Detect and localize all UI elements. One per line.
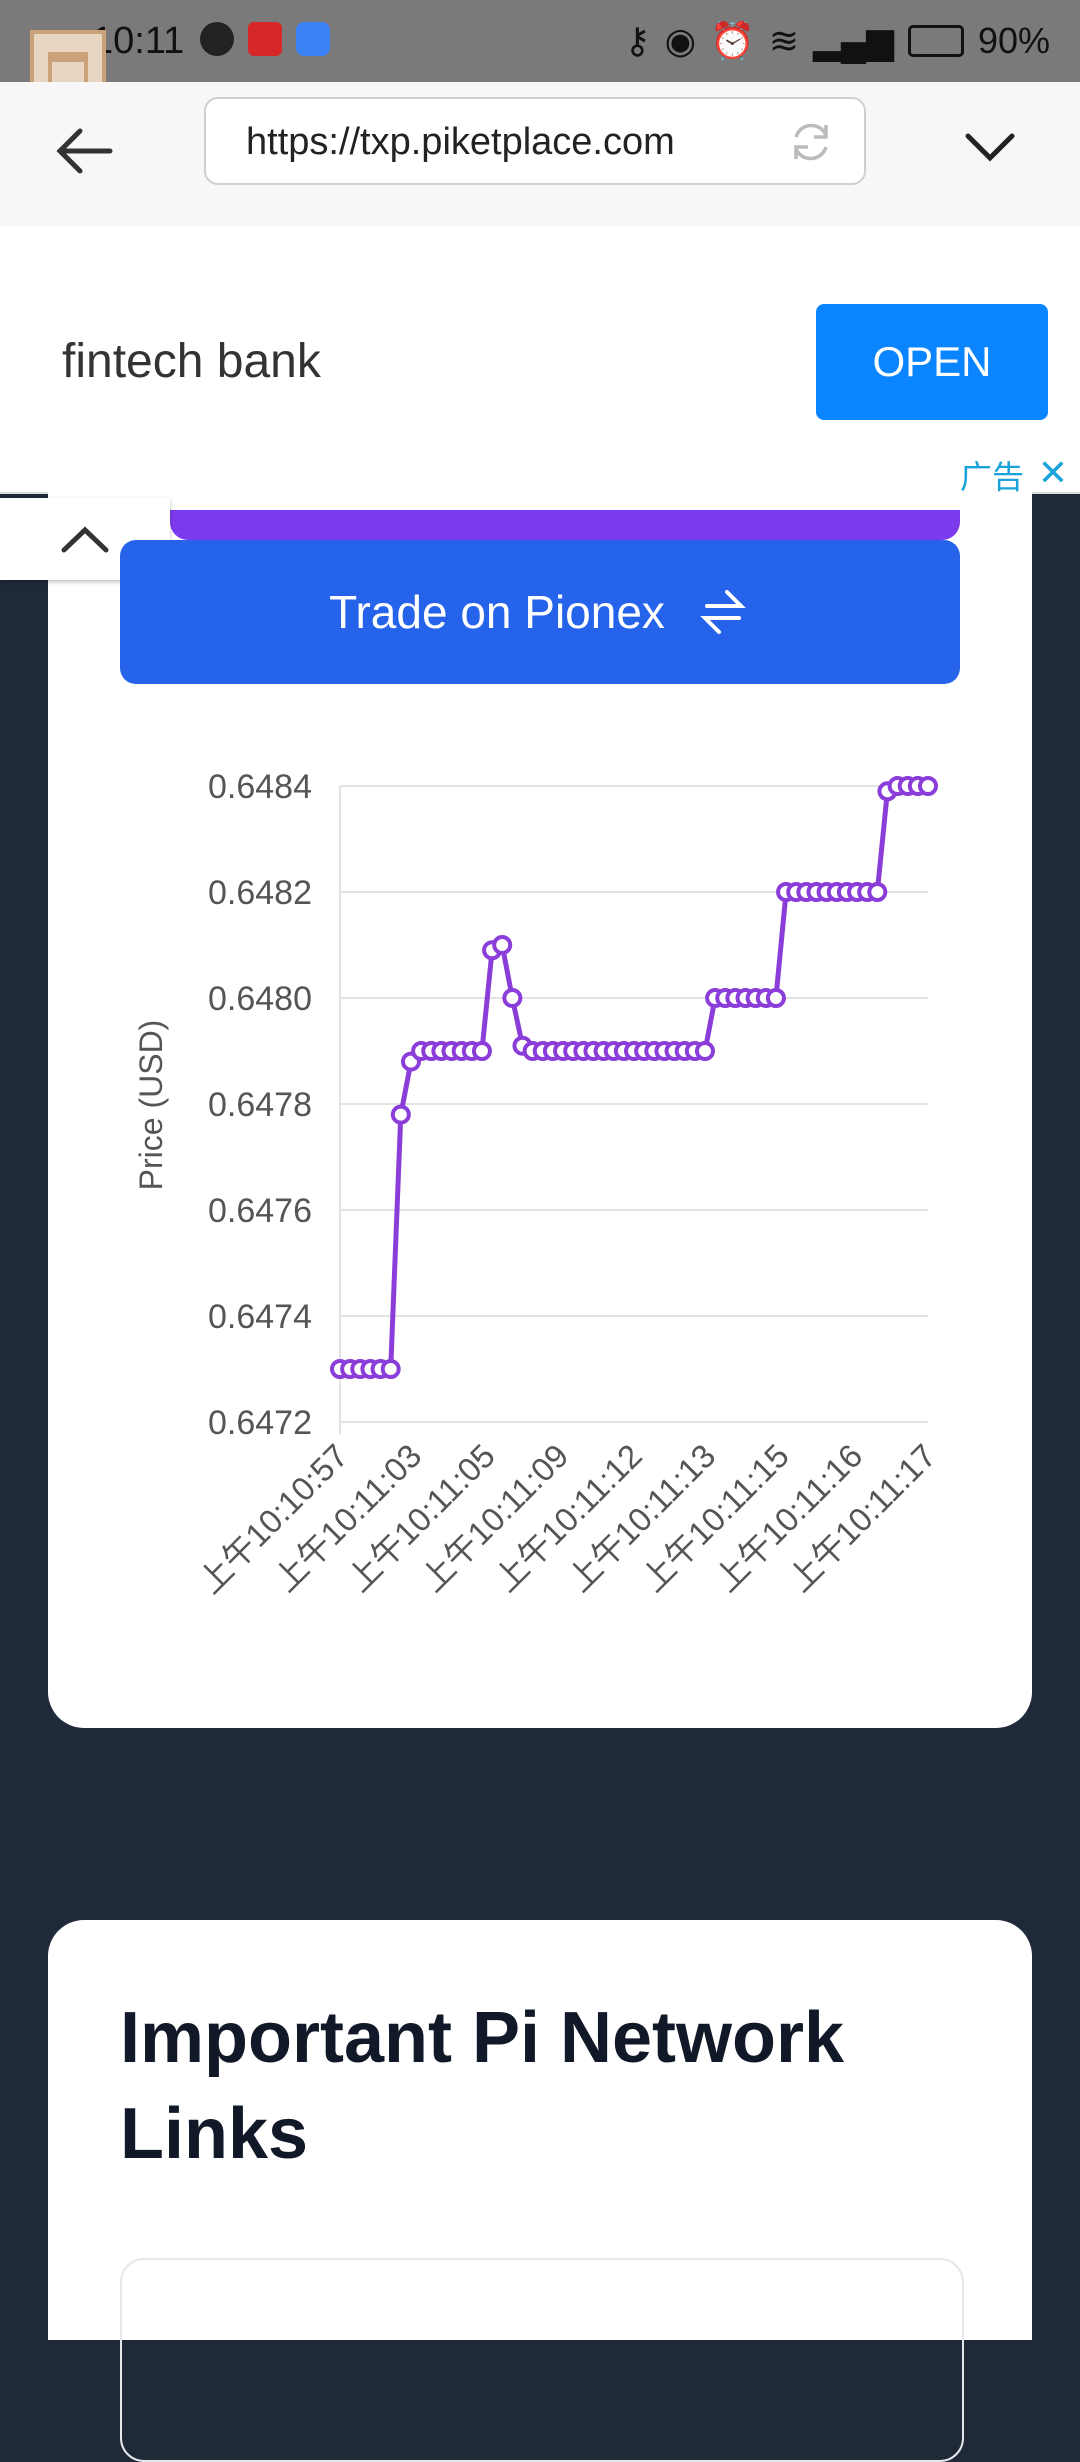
y-tick-label: 0.6472 <box>208 1404 312 1442</box>
y-tick-label: 0.6476 <box>208 1192 312 1230</box>
links-list-box <box>120 2258 964 2462</box>
y-tick-label: 0.6484 <box>208 768 312 806</box>
y-tick-label: 0.6480 <box>208 980 312 1018</box>
key-icon: ⚷ <box>624 20 651 61</box>
price-point <box>867 882 888 902</box>
y-tick-label: 0.6474 <box>208 1298 312 1336</box>
price-point <box>471 1041 492 1061</box>
weather-icon <box>296 22 330 56</box>
y-tick-labels: 0.6484 0.6482 0.6480 0.6478 0.6476 0.6474 0.64… <box>208 768 312 1442</box>
price-point <box>380 1359 401 1379</box>
price-line <box>340 783 928 1372</box>
links-card: Important Pi Network Links <box>48 1920 1032 2462</box>
ad-text[interactable]: fintech bank <box>62 335 321 388</box>
price-point <box>918 776 938 796</box>
price-point <box>502 988 523 1008</box>
ad-close-icon[interactable]: ✕ <box>1037 452 1068 493</box>
ad-banner[interactable]: fintech bank OPEN 广告 ✕ <box>0 226 1080 495</box>
y-tick-label: 0.6478 <box>208 1086 312 1124</box>
address-bar[interactable]: https://txp.piketplace.com <box>204 97 866 185</box>
price-point <box>765 988 786 1008</box>
signal-icon: ▂▄▆ <box>813 20 894 61</box>
app-notification-icon <box>248 22 282 56</box>
battery-icon <box>907 25 964 57</box>
trade-button-label: Trade on Pionex <box>329 586 665 638</box>
refresh-icon[interactable] <box>786 117 836 167</box>
status-time: 10:11 <box>92 20 185 62</box>
back-arrow-icon[interactable] <box>50 116 120 186</box>
price-point <box>492 935 513 955</box>
price-points <box>330 776 938 1379</box>
alarm-icon <box>200 22 234 56</box>
ad-label: 广告 <box>959 459 1024 495</box>
y-axis-label: Price (USD) <box>133 1020 169 1191</box>
price-point <box>694 1041 715 1061</box>
trade-on-pionex-button[interactable]: Trade on Pionex <box>120 540 960 684</box>
price-card <box>48 492 1032 1728</box>
ad-open-button[interactable]: OPEN <box>816 304 1048 420</box>
eye-icon: ◉ <box>664 20 697 61</box>
y-tick-label: 0.6482 <box>208 874 312 912</box>
price-point <box>390 1104 411 1125</box>
chart-grid <box>339 785 928 1434</box>
exchange-arrows-icon <box>700 590 746 634</box>
purple-button-edge[interactable] <box>170 510 960 540</box>
x-tick-labels: 上午10:10:57上午10:11:03上午10:11:05上午10:11:09… <box>191 1437 943 1601</box>
status-right: ⚷ ◉ ⏰ ≋ ▂▄▆ 90% <box>624 20 1050 62</box>
links-section-title: Important Pi Network Links <box>120 1998 845 2174</box>
browser-toolbar: https://txp.piketplace.com <box>0 82 1080 228</box>
chevron-up-icon[interactable] <box>58 522 112 556</box>
status-bar: 10:11 ⚷ ◉ ⏰ ≋ ▂▄▆ 90% <box>0 0 1080 82</box>
notification-icons <box>200 22 330 56</box>
chevron-down-icon[interactable] <box>960 122 1020 172</box>
wifi-icon: ≋ <box>768 20 800 61</box>
price-chart: 0.6484 0.6482 0.6480 0.6478 0.6476 0.6474 0.64… <box>133 768 943 1601</box>
battery-percent: 90% <box>977 20 1050 61</box>
alarm-clock-icon: ⏰ <box>710 20 755 61</box>
url-text[interactable]: https://txp.piketplace.com <box>246 121 675 163</box>
